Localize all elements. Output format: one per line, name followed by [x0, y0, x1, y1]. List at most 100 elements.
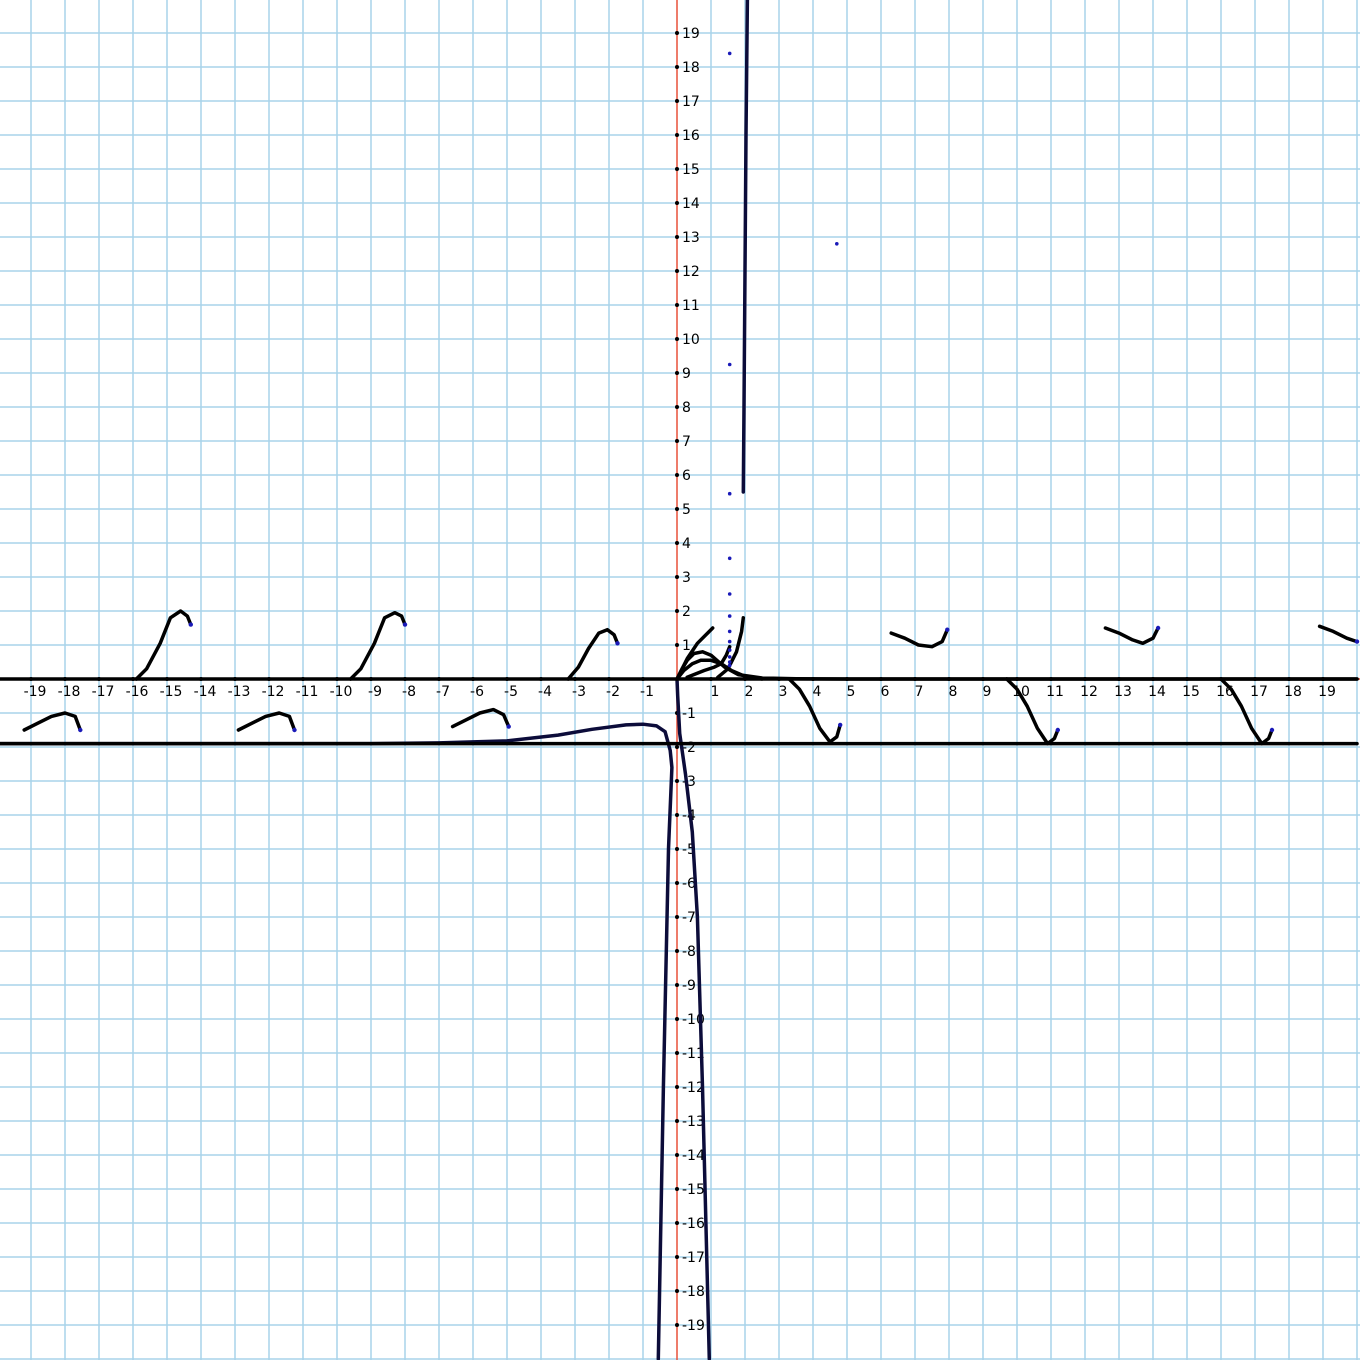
y-tick-label: 18: [682, 60, 700, 76]
y-tick-dot: [675, 1051, 679, 1055]
y-tick-label: -7: [682, 910, 696, 926]
curve-series: [675, 658, 764, 681]
x-tick-label: -9: [368, 684, 382, 700]
y-tick-dot: [675, 745, 679, 749]
y-tick-label: 19: [682, 26, 700, 42]
y-tick-dot: [675, 1153, 679, 1157]
x-tick-label: 2: [745, 684, 754, 700]
scatter-point: [727, 362, 732, 367]
curve-endpoint: [1354, 639, 1360, 644]
curve-series: [22, 711, 83, 732]
y-tick-label: 2: [682, 604, 691, 620]
curve-series: [675, 677, 712, 1360]
scatter-point: [727, 663, 732, 668]
y-tick-dot: [675, 983, 679, 987]
y-tick-dot: [675, 269, 679, 273]
curve-endpoint: [945, 627, 950, 632]
y-tick-label: -14: [682, 1148, 705, 1164]
x-tick-label: -18: [58, 684, 81, 700]
y-tick-label: -19: [682, 1318, 705, 1334]
x-tick-label: -15: [160, 684, 183, 700]
curve-series: [1005, 677, 1060, 746]
scatter-point: [727, 491, 732, 496]
scatter-point: [727, 639, 732, 644]
x-tick-label: -13: [228, 684, 251, 700]
y-tick-dot: [675, 609, 679, 613]
curve-series: [134, 609, 193, 681]
y-tick-dot: [675, 575, 679, 579]
y-tick-label: 7: [682, 434, 691, 450]
y-tick-label: 13: [682, 230, 700, 246]
y-tick-dot: [675, 1085, 679, 1089]
scatter-point: [727, 629, 732, 634]
curve-endpoint: [1155, 625, 1161, 631]
y-tick-label: 1: [682, 638, 691, 654]
y-tick-label: 17: [682, 94, 700, 110]
y-tick-dot: [675, 643, 679, 647]
x-tick-label: -16: [126, 684, 149, 700]
tick-labels: -19 -18 -1 7 -16 -15 -14 -13 -12 -11 -10 -9 -8 -7 -6 -5…: [24, 26, 1336, 1334]
curve-endpoint: [1055, 727, 1061, 733]
y-tick-label: 8: [682, 400, 691, 416]
x-tick-label: -12: [262, 684, 285, 700]
curve-series: [1219, 677, 1274, 746]
y-tick-dot: [675, 1255, 679, 1259]
x-tick-label: -19: [24, 684, 47, 700]
y-tick-dot: [675, 371, 679, 375]
y-tick-dot: [675, 65, 679, 69]
y-tick-label: 10: [682, 332, 700, 348]
scatter-point: [727, 614, 732, 618]
curve-series: [1317, 624, 1359, 644]
x-tick-label: -8: [402, 684, 416, 700]
scatter-point: [727, 592, 732, 596]
x-tick-label: 18: [1284, 684, 1302, 700]
scatter-point: [727, 556, 732, 561]
y-tick-label: -16: [682, 1216, 705, 1232]
curve-series: [889, 627, 950, 649]
y-tick-dot: [675, 949, 679, 953]
curve-series: [236, 711, 297, 732]
curve-series: [685, 644, 732, 680]
y-tick-dot: [675, 31, 679, 35]
y-tick-label: 14: [682, 196, 700, 212]
y-tick-label: 3: [682, 570, 691, 586]
x-tick-label: -10: [330, 684, 353, 700]
scatter-point: [727, 51, 732, 56]
x-tick-label: 17: [1250, 684, 1268, 700]
scatter-points: [727, 51, 839, 668]
y-tick-label: -6: [682, 876, 696, 892]
y-tick-dot: [675, 541, 679, 545]
x-tick-label: -1: [640, 684, 654, 700]
curve-series: [1103, 626, 1160, 646]
x-tick-label: -11: [296, 684, 319, 700]
curve-endpoint: [402, 622, 408, 627]
x-tick-label: 4: [813, 684, 822, 700]
x-tick-label: 11: [1046, 684, 1064, 700]
x-tick-label: -7: [436, 684, 450, 700]
y-tick-label: -11: [682, 1046, 705, 1062]
x-tick-label: 6: [881, 684, 890, 700]
scatter-point: [727, 648, 732, 652]
curve-series: [787, 677, 842, 744]
y-tick-dot: [675, 813, 679, 817]
y-tick-label: 9: [682, 366, 691, 382]
x-tick-label: 9: [983, 684, 992, 700]
y-tick-label: -15: [682, 1182, 705, 1198]
y-tick-label: -18: [682, 1284, 705, 1300]
x-tick-label: 13: [1114, 684, 1132, 700]
y-tick-dot: [675, 167, 679, 171]
y-tick-dot: [675, 1119, 679, 1123]
x-tick-label: -5: [504, 684, 518, 700]
curve-endpoint: [615, 641, 620, 646]
curve-series: [675, 626, 715, 681]
y-tick-dot: [675, 915, 679, 919]
y-tick-dot: [675, 473, 679, 477]
curve-endpoint: [838, 722, 843, 728]
y-tick-dot: [675, 847, 679, 851]
y-tick-dot: [675, 405, 679, 409]
y-tick-dot: [675, 881, 679, 885]
x-tick-label: 1: [711, 684, 720, 700]
x-tick-label: -6: [470, 684, 484, 700]
